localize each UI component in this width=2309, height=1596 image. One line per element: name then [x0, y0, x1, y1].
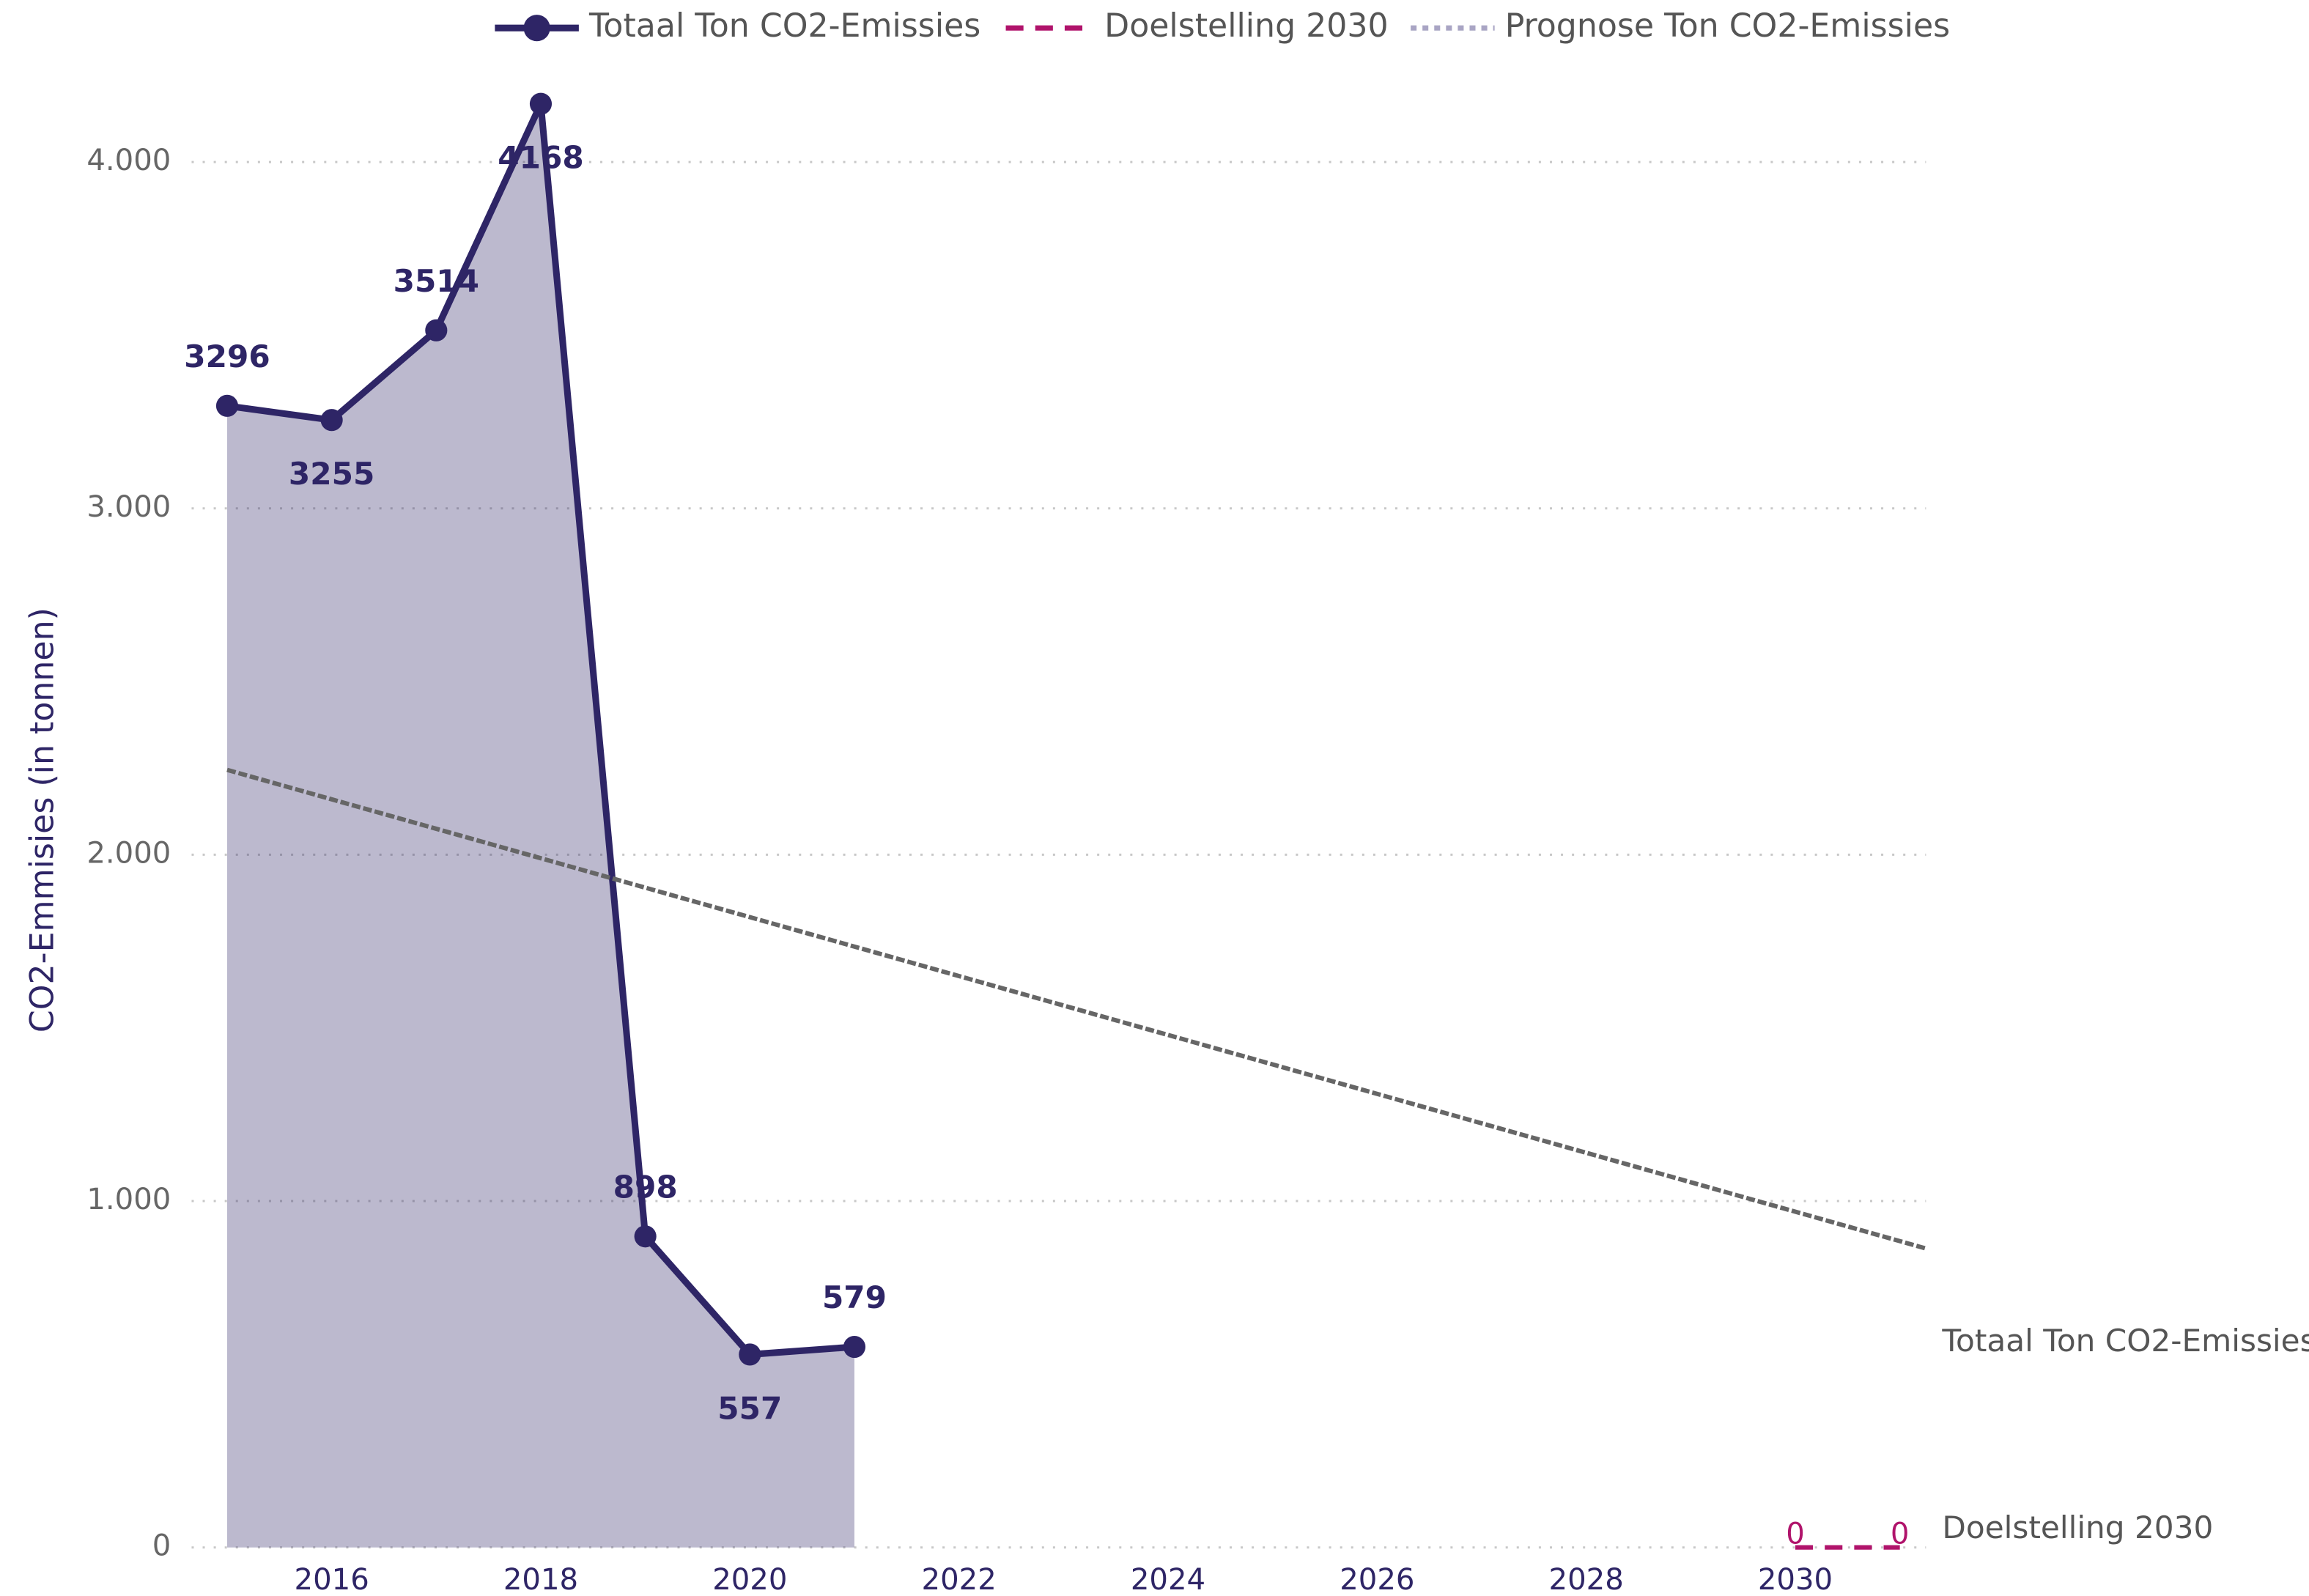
marker — [529, 92, 553, 115]
data-label: 579 — [822, 1279, 887, 1315]
data-label: 557 — [717, 1390, 782, 1426]
end-label: Doelstelling 2030 — [1942, 1510, 2213, 1545]
x-tick-label: 2022 — [922, 1563, 997, 1596]
legend-label: Totaal Ton CO2-Emissies — [588, 7, 980, 45]
marker — [739, 1343, 761, 1366]
y-axis-title: CO2-Emmisies (in tonnen) — [24, 607, 62, 1032]
data-label: 4168 — [498, 140, 583, 176]
data-label: 3255 — [289, 456, 374, 492]
marker — [425, 319, 448, 341]
y-tick-label: 3.000 — [86, 490, 171, 524]
y-tick-label: 0 — [152, 1529, 171, 1563]
legend-label: Doelstelling 2030 — [1104, 7, 1388, 45]
x-tick-label: 2024 — [1131, 1563, 1205, 1596]
x-tick-label: 2030 — [1758, 1563, 1833, 1596]
data-label: 898 — [613, 1169, 678, 1205]
y-tick-label: 1.000 — [86, 1183, 171, 1216]
area — [226, 103, 854, 1548]
x-tick-label: 2018 — [503, 1563, 578, 1596]
x-tick-label: 2016 — [295, 1563, 369, 1596]
marker — [215, 394, 239, 417]
x-tick-label: 2020 — [712, 1563, 787, 1596]
data-label: 0 — [1786, 1518, 1805, 1551]
marker — [843, 1335, 866, 1359]
end-label: Totaal Ton CO2-Emissies — [1941, 1323, 2309, 1359]
y-tick-label: 2.000 — [86, 836, 171, 870]
marker — [634, 1225, 657, 1248]
legend-label: Prognose Ton CO2-Emissies — [1505, 7, 1950, 45]
data-label: 0 — [1891, 1518, 1910, 1551]
data-label: 3514 — [394, 263, 479, 299]
x-tick-label: 2026 — [1340, 1563, 1414, 1596]
legend-marker — [523, 15, 550, 42]
data-label: 3296 — [184, 339, 270, 374]
y-tick-label: 4.000 — [86, 144, 171, 177]
marker — [320, 409, 343, 432]
x-tick-label: 2028 — [1549, 1563, 1624, 1596]
